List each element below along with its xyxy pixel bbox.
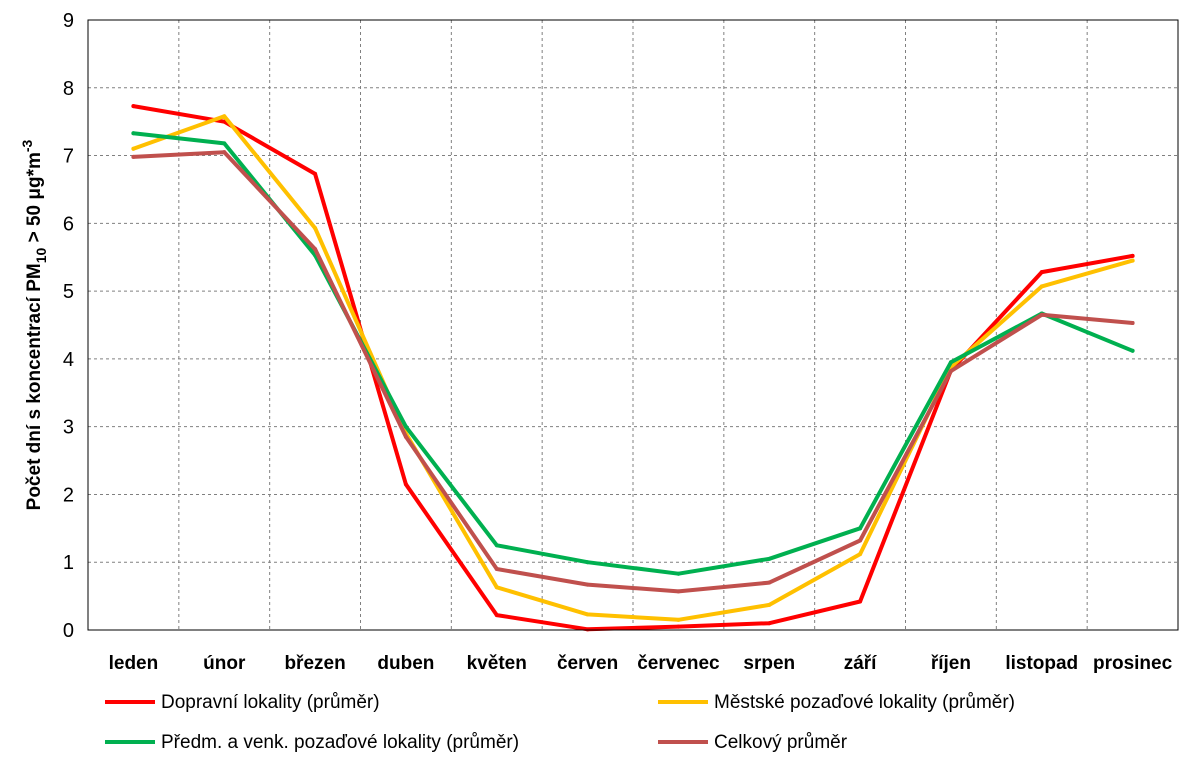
x-axis-ticks: leden únor březen duben květen červen červenec… — [109, 653, 1173, 674]
legend-label: Předm. a venk. pozaďové lokality (průměr… — [161, 732, 519, 753]
data-point — [585, 612, 590, 617]
x-tick-label: srpen — [743, 653, 795, 674]
y-tick-label: 9 — [63, 10, 74, 32]
data-point — [676, 589, 681, 594]
data-point — [858, 538, 863, 543]
data-point — [585, 627, 590, 632]
data-point — [676, 624, 681, 629]
x-tick-label: listopad — [1005, 653, 1078, 674]
y-tick-label: 8 — [63, 78, 74, 100]
y-axis-label-middle: > 50 μg*m — [24, 152, 45, 248]
data-point — [1039, 312, 1044, 317]
data-point — [131, 131, 136, 136]
data-point — [313, 171, 318, 176]
x-tick-label: duben — [377, 653, 434, 674]
y-axis-label-superscript: -3 — [19, 139, 35, 152]
x-tick-label: červen — [557, 653, 618, 674]
x-tick-label: září — [844, 653, 877, 674]
data-point — [222, 119, 227, 124]
data-point — [676, 571, 681, 576]
data-point — [1130, 348, 1135, 353]
data-point — [1130, 253, 1135, 258]
x-tick-label: červenec — [637, 653, 720, 674]
series-lines — [131, 104, 1135, 632]
data-point — [313, 226, 318, 231]
data-point — [948, 369, 953, 374]
x-tick-label: květen — [467, 653, 527, 674]
data-point — [858, 599, 863, 604]
data-point — [494, 613, 499, 618]
data-point — [494, 585, 499, 590]
data-point — [1039, 284, 1044, 289]
y-tick-label: 7 — [63, 146, 74, 168]
data-point — [403, 482, 408, 487]
legend-label: Městské pozaďové lokality (průměr) — [714, 692, 1015, 713]
data-point — [131, 154, 136, 159]
y-axis-label-subscript: 10 — [33, 247, 49, 263]
data-point — [767, 556, 772, 561]
y-axis-label-prefix: Počet dní s koncentrací PM — [24, 263, 45, 510]
data-point — [858, 526, 863, 531]
y-tick-label: 0 — [63, 620, 74, 642]
legend: Dopravní lokality (průměr) Městské pozaďo… — [105, 692, 1015, 753]
x-tick-label: prosinec — [1093, 653, 1173, 674]
gridlines — [88, 20, 1178, 630]
data-point — [585, 560, 590, 565]
data-point — [403, 424, 408, 429]
data-point — [585, 582, 590, 587]
data-point — [403, 434, 408, 439]
data-point — [1039, 270, 1044, 275]
data-point — [222, 150, 227, 155]
y-axis-label: Počet dní s koncentrací PM10 > 50 μg*m-3 — [19, 139, 49, 510]
data-point — [948, 360, 953, 365]
data-point — [313, 247, 318, 252]
data-point — [222, 141, 227, 146]
data-point — [767, 580, 772, 585]
series-line-4 — [131, 150, 1135, 594]
data-point — [1130, 258, 1135, 263]
x-tick-label: únor — [203, 653, 246, 674]
data-point — [1130, 320, 1135, 325]
data-point — [131, 104, 136, 109]
data-point — [767, 621, 772, 626]
legend-label: Dopravní lokality (průměr) — [161, 692, 380, 713]
x-tick-label: říjen — [931, 653, 971, 674]
y-tick-label: 2 — [63, 484, 74, 506]
y-tick-label: 6 — [63, 213, 74, 235]
data-point — [494, 567, 499, 571]
y-tick-label: 3 — [63, 417, 74, 439]
y-tick-label: 1 — [63, 552, 74, 574]
data-point — [676, 617, 681, 622]
y-tick-label: 5 — [63, 281, 74, 303]
series-line-3 — [131, 131, 1135, 576]
legend-label: Celkový průměr — [714, 732, 848, 753]
data-point — [131, 146, 136, 151]
y-tick-label: 4 — [63, 349, 74, 371]
y-axis-ticks: 0 1 2 3 4 5 6 7 8 9 — [63, 10, 74, 642]
data-point — [222, 114, 227, 119]
data-point — [858, 552, 863, 557]
data-point — [494, 543, 499, 548]
data-point — [767, 602, 772, 607]
plot-area-border — [87, 19, 1179, 631]
x-tick-label: březen — [284, 653, 345, 674]
x-tick-label: leden — [109, 653, 159, 674]
